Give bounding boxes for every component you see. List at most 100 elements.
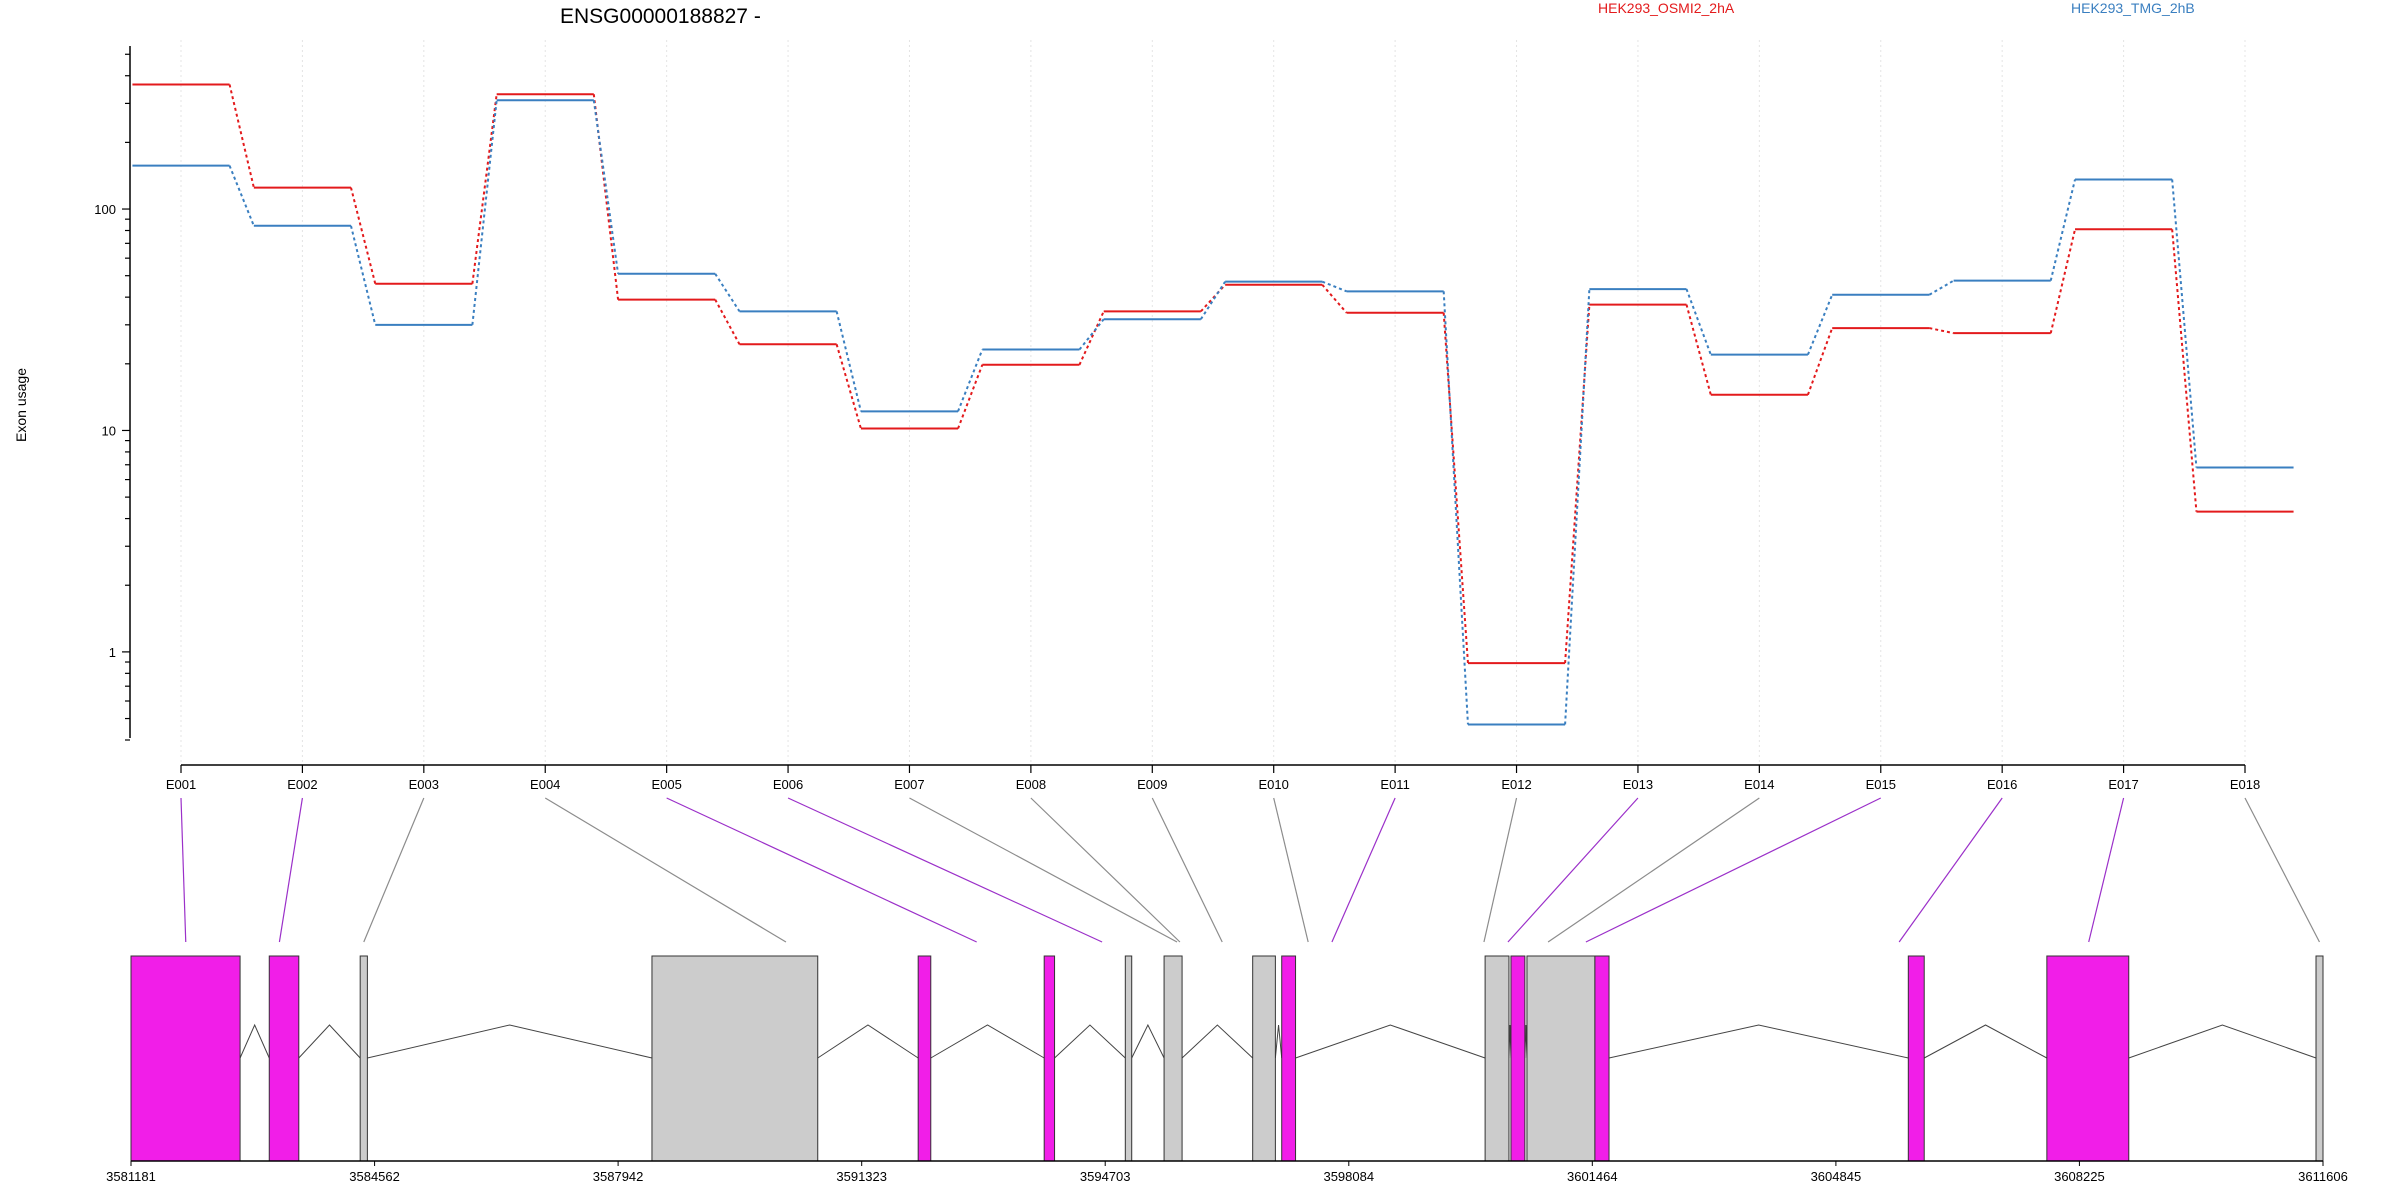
coordinate-label: 3611606 (2298, 1169, 2348, 1184)
coordinate-label: 3598084 (1323, 1169, 1374, 1184)
intron-connector (239, 1023, 270, 1059)
coordinate-label: 3604845 (1811, 1169, 1862, 1184)
exon-bin-link (2088, 797, 2125, 943)
x-tick-label: E003 (409, 777, 439, 792)
series-connector (350, 187, 377, 284)
x-tick-label: E010 (1259, 777, 1289, 792)
series-connector (471, 100, 498, 325)
x-tick-label: E006 (773, 777, 803, 792)
exon-bin-link (1151, 797, 1223, 943)
series-connector (1929, 327, 1954, 335)
intron-connector (1923, 1024, 2048, 1059)
exon-bin-link (1585, 797, 1882, 943)
series-connector (957, 349, 984, 412)
coordinate-label: 3591323 (836, 1169, 887, 1184)
intron-connector (817, 1024, 919, 1059)
intron-connector (367, 1024, 653, 1059)
series-connector (1078, 310, 1105, 366)
x-tick-label: E015 (1866, 777, 1896, 792)
x-tick-label: E012 (1501, 777, 1531, 792)
coordinate-label: 3584562 (349, 1169, 400, 1184)
series-connector (2049, 179, 2076, 281)
exon (1484, 955, 1510, 1162)
series-connector (350, 225, 377, 326)
series-connector (1806, 327, 1834, 396)
legend-entry-tmg: HEK293_TMG_2hB (2071, 0, 2195, 16)
coordinate-label: 3601464 (1567, 1169, 1618, 1184)
series-connector (1200, 281, 1226, 320)
intron-connector (1295, 1024, 1486, 1059)
exon-bin-link (1483, 797, 1518, 943)
x-tick-label: E011 (1380, 777, 1409, 792)
exon-bin-link (1547, 797, 1760, 943)
exon-bin-link (544, 797, 787, 943)
coordinate-label: 3587942 (593, 1169, 644, 1184)
series-connector (471, 94, 498, 284)
series-connector (1685, 304, 1712, 395)
exon-bin-link (180, 797, 187, 943)
series-connector (835, 311, 862, 412)
exon-highlighted (1281, 955, 1297, 1162)
exon-bin-link (1273, 797, 1309, 943)
grid-lines (180, 40, 2246, 765)
intron-connector (2128, 1024, 2317, 1059)
exon-highlighted (917, 955, 932, 1162)
intron-connector (1608, 1024, 1909, 1059)
x-tick-label: E014 (1744, 777, 1774, 792)
coordinate-label: 3594703 (1080, 1169, 1131, 1184)
exon-highlighted (2046, 955, 2130, 1162)
x-tick-label: E016 (1987, 777, 2017, 792)
intron-connector (1181, 1024, 1254, 1059)
series-connector (957, 364, 984, 429)
series-connector (1321, 280, 1347, 293)
y-tick-label: 100 (94, 202, 116, 217)
intron-connector (298, 1024, 361, 1059)
exon-bin-link (1030, 797, 1181, 943)
exon-bin-link (363, 797, 425, 943)
x-tick-label: E001 (166, 777, 196, 792)
exon-bin-link (278, 797, 304, 943)
series-connector (1564, 289, 1591, 725)
legend-entry-osmi2: HEK293_OSMI2_2hA (1598, 0, 1735, 16)
series-lines (132, 83, 2294, 726)
series-connector (714, 299, 741, 345)
intron-connector (1054, 1024, 1126, 1059)
y-tick-label: 10 (102, 423, 116, 438)
exon (1526, 955, 1596, 1162)
x-tick-label: E018 (2230, 777, 2260, 792)
exon (1163, 955, 1183, 1162)
exon (2315, 955, 2324, 1162)
y-tick-label: 1 (109, 645, 116, 660)
series-connector (1442, 291, 1469, 725)
exon (359, 955, 368, 1162)
exon-bin-link (2244, 797, 2321, 943)
series-connector (592, 94, 620, 300)
series-connector (592, 100, 620, 274)
exon-bin-link (666, 797, 977, 943)
series-connector (2171, 229, 2198, 512)
exon-bin-link (909, 797, 1178, 943)
series-connector (228, 165, 255, 227)
x-tick-label: E002 (287, 777, 317, 792)
exon-bin-link (1507, 797, 1639, 943)
series-1 (132, 83, 2294, 665)
series-connector (1928, 279, 1955, 296)
x-tick-label: E004 (530, 777, 560, 792)
x-tick-label: E005 (651, 777, 681, 792)
intron-connector (1274, 1024, 1283, 1059)
exon-bin-link (787, 797, 1103, 943)
x-tick-label: E008 (1016, 777, 1046, 792)
x-tick-label: E009 (1137, 777, 1167, 792)
exon (1252, 955, 1276, 1162)
exon-highlighted (1510, 955, 1526, 1162)
coordinate-label: 3608225 (2054, 1169, 2105, 1184)
series-connector (2049, 229, 2076, 334)
x-tick-label: E013 (1623, 777, 1653, 792)
chart-title: ENSG00000188827 - (560, 5, 761, 28)
coordinate-label: 3581181 (106, 1169, 156, 1184)
intron-connector (1131, 1023, 1165, 1059)
x-tick-label: E017 (2108, 777, 2138, 792)
series-connector (1078, 318, 1105, 351)
series-2 (132, 99, 2294, 726)
